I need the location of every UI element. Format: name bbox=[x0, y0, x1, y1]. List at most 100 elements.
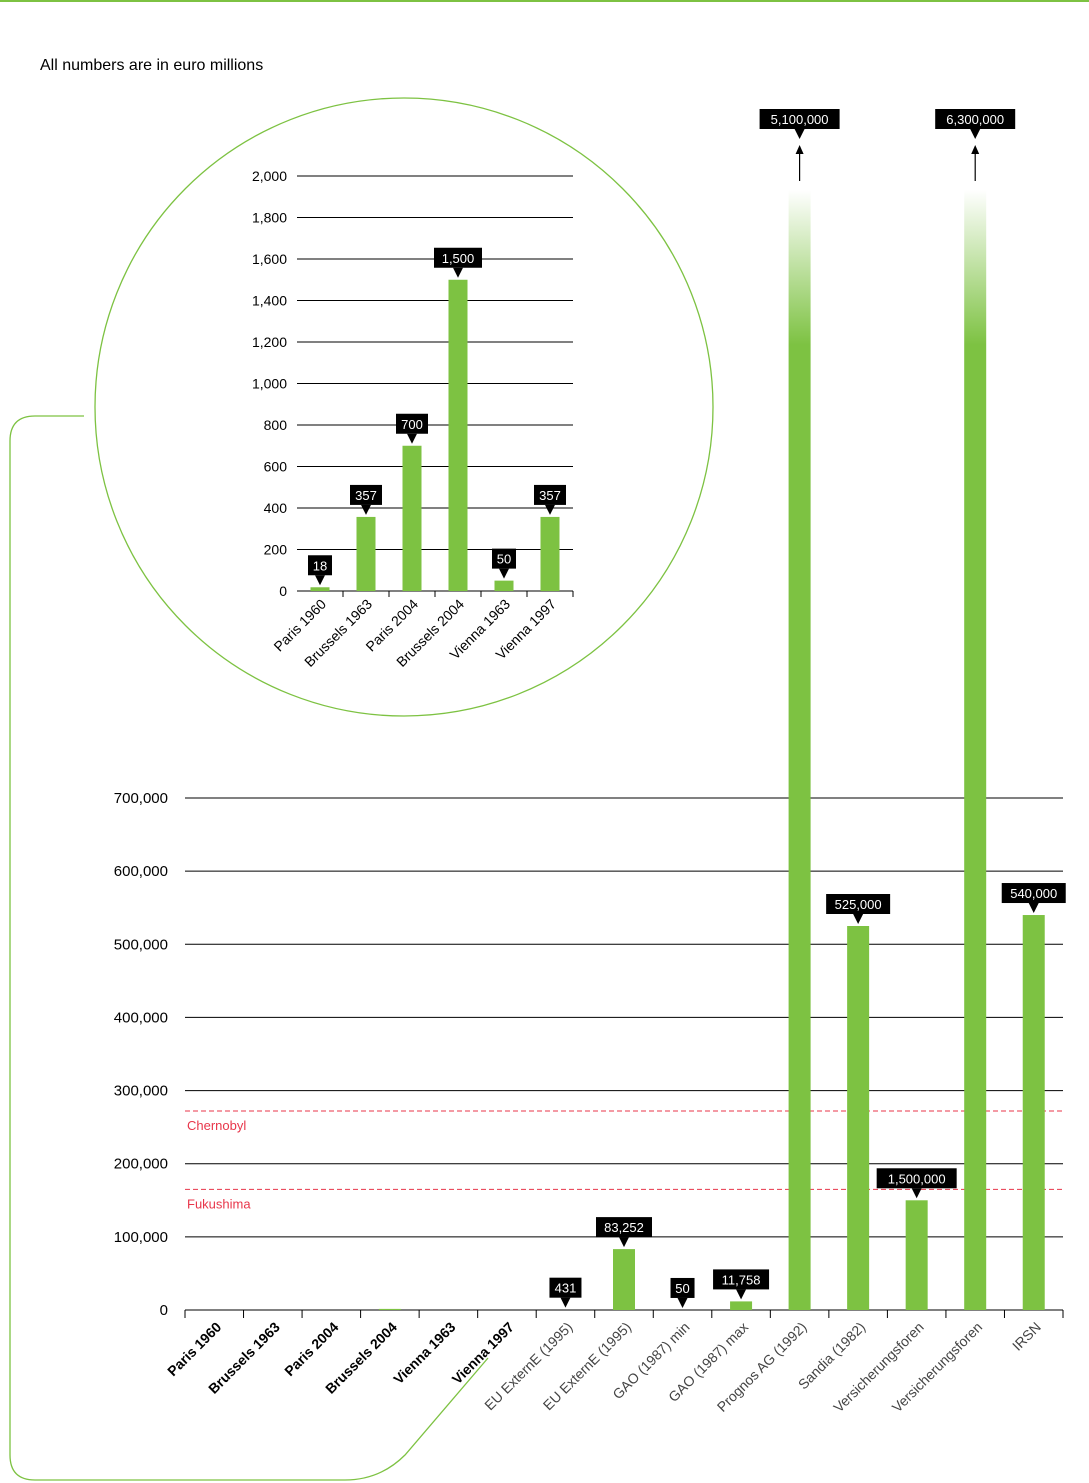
value-callout: 83,252 bbox=[596, 1217, 652, 1248]
inset-bar bbox=[402, 445, 422, 591]
value-callout: 1,500,000 bbox=[876, 1168, 957, 1199]
inset-y-tick-label: 1,000 bbox=[252, 376, 287, 392]
inset-y-tick-label: 200 bbox=[264, 542, 288, 558]
value-callout-box bbox=[308, 555, 332, 576]
inset-value-callout: 700 bbox=[396, 413, 428, 444]
inset-value-callout: 357 bbox=[350, 484, 382, 515]
value-callout-pointer bbox=[794, 129, 805, 139]
y-tick-label: 600,000 bbox=[114, 863, 168, 880]
inset-chart: 0 200 400 600 800 1,000 1,200 1,400 1,600 1,800 2,… bbox=[252, 168, 574, 670]
y-tick-label: 700,000 bbox=[114, 790, 168, 807]
inset-y-tick-label: 600 bbox=[264, 459, 288, 475]
x-tick-label: Paris 1960 bbox=[164, 1319, 224, 1379]
value-callout-pointer bbox=[677, 1297, 688, 1308]
value-callout-box bbox=[534, 484, 566, 505]
bar bbox=[378, 1308, 401, 1310]
inset-y-tick-label: 800 bbox=[264, 417, 288, 433]
value-callout: 50 bbox=[670, 1277, 695, 1308]
inset-bar bbox=[494, 580, 514, 591]
bar bbox=[730, 1301, 753, 1310]
inset-bar bbox=[448, 279, 468, 591]
value-callout-box bbox=[935, 109, 1016, 129]
bar bbox=[613, 1249, 635, 1310]
magnifier-circle bbox=[94, 97, 714, 717]
overflow-arrow-head bbox=[971, 145, 980, 154]
inset-y-tick-label: 1,800 bbox=[252, 210, 287, 226]
value-callout-box bbox=[876, 1168, 957, 1189]
x-tick-label: IRSN bbox=[1009, 1319, 1044, 1354]
value-callout: 540,000 bbox=[1001, 883, 1066, 914]
inset-y-tick-label: 0 bbox=[279, 583, 287, 599]
bar bbox=[964, 345, 987, 1310]
top-rule bbox=[0, 0, 1089, 2]
overflow-arrow-head bbox=[795, 145, 804, 154]
value-callout-pointer bbox=[407, 433, 417, 444]
y-tick-label: 300,000 bbox=[114, 1083, 168, 1100]
value-callout-pointer bbox=[1028, 903, 1039, 914]
value-callout-pointer bbox=[315, 575, 325, 586]
value-label: 1,500,000 bbox=[888, 1171, 946, 1186]
value-callout-pointer bbox=[911, 1188, 922, 1199]
value-label: 6,300,000 bbox=[946, 112, 1004, 127]
value-callout-pointer bbox=[545, 504, 555, 515]
value-callout: 6,300,000 bbox=[935, 109, 1016, 139]
inset-y-tick-label: 2,000 bbox=[252, 168, 287, 184]
value-callout-box bbox=[713, 1269, 770, 1290]
value-label: 357 bbox=[539, 488, 561, 503]
value-callout: 525,000 bbox=[826, 894, 891, 924]
inset-value-callout: 1,500 bbox=[434, 247, 482, 278]
value-label: 83,252 bbox=[604, 1220, 644, 1235]
value-callout-box bbox=[670, 1277, 695, 1298]
value-callout-pointer bbox=[499, 568, 509, 579]
value-label: 540,000 bbox=[1010, 886, 1057, 901]
value-callout: 431 bbox=[549, 1277, 582, 1308]
inset-bar bbox=[540, 516, 560, 591]
inset-y-tick-label: 400 bbox=[264, 500, 288, 516]
x-tick-label: Paris 2004 bbox=[281, 1319, 341, 1379]
value-callout-pointer bbox=[453, 267, 463, 278]
value-callout-box bbox=[434, 247, 482, 268]
value-label: 18 bbox=[313, 558, 327, 573]
value-callout-pointer bbox=[970, 129, 981, 139]
value-callout-box bbox=[826, 894, 891, 914]
bar-fade bbox=[964, 190, 987, 345]
value-callout-pointer bbox=[361, 504, 371, 515]
y-tick-label: 200,000 bbox=[114, 1156, 168, 1173]
value-callout-box bbox=[350, 484, 382, 505]
value-callout-box bbox=[1001, 883, 1066, 904]
value-callout-box bbox=[549, 1277, 582, 1298]
value-label: 525,000 bbox=[835, 897, 882, 912]
value-callout-pointer bbox=[619, 1237, 629, 1248]
inset-value-callout: 50 bbox=[492, 548, 516, 579]
y-tick-label: 0 bbox=[160, 1302, 168, 1319]
y-tick-label: 500,000 bbox=[114, 936, 168, 953]
y-tick-label: 400,000 bbox=[114, 1009, 168, 1026]
value-callout-box bbox=[596, 1217, 652, 1238]
value-label: 431 bbox=[555, 1281, 577, 1296]
inset-y-tick-label: 1,200 bbox=[252, 334, 287, 350]
value-callout: 11,758 bbox=[713, 1269, 770, 1300]
value-callout-box bbox=[492, 548, 516, 569]
value-callout-box bbox=[759, 109, 840, 129]
value-label: 50 bbox=[497, 552, 511, 567]
inset-y-tick-label: 1,400 bbox=[252, 293, 287, 309]
y-tick-label: 100,000 bbox=[114, 1229, 168, 1246]
value-label: 5,100,000 bbox=[771, 112, 829, 127]
inset-value-callout: 18 bbox=[308, 555, 332, 586]
inset-y-tick-label: 1,600 bbox=[252, 251, 287, 267]
value-callout-pointer bbox=[736, 1289, 747, 1300]
inset-bar bbox=[356, 516, 376, 591]
value-callout-box bbox=[396, 413, 428, 434]
bar bbox=[905, 1200, 928, 1310]
inset-bar bbox=[310, 587, 330, 591]
value-callout-pointer bbox=[560, 1297, 571, 1308]
bar bbox=[788, 345, 811, 1310]
units-note: All numbers are in euro millions bbox=[40, 57, 264, 74]
value-label: 357 bbox=[355, 488, 377, 503]
value-callout-pointer bbox=[853, 914, 864, 924]
value-label: 1,500 bbox=[442, 251, 475, 266]
value-label: 700 bbox=[401, 417, 423, 432]
reference-label-chernobyl: Chernobyl bbox=[187, 1118, 246, 1133]
value-label: 11,758 bbox=[722, 1272, 761, 1287]
bar bbox=[1022, 915, 1045, 1310]
